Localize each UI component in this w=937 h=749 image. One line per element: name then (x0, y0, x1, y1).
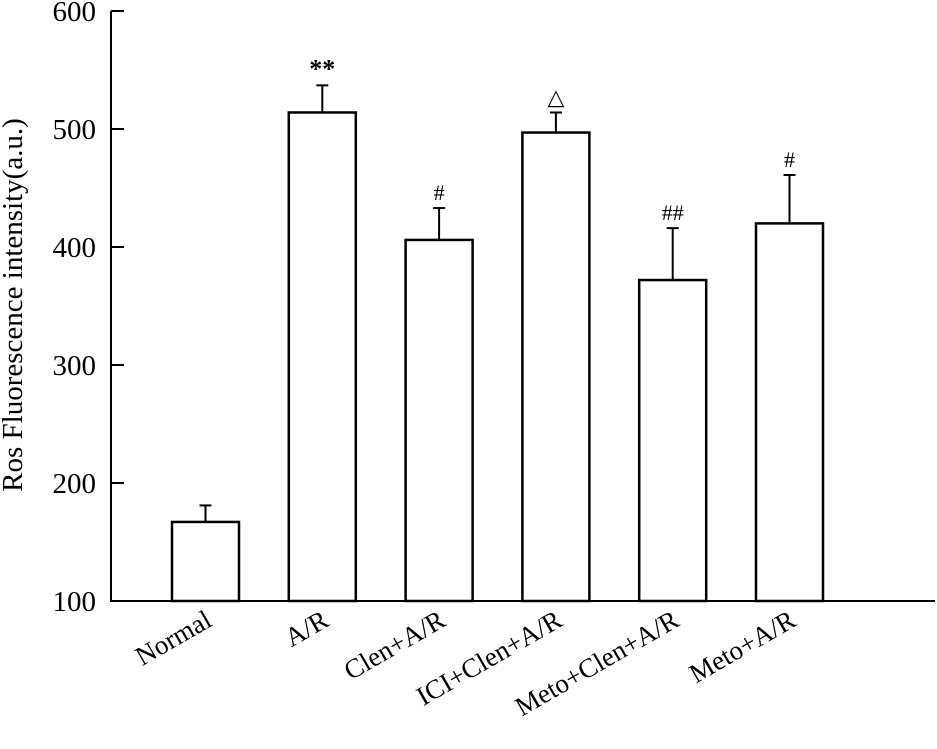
significance-marker: # (784, 147, 795, 172)
bar (754, 222, 825, 603)
y-tick-label: 200 (53, 468, 97, 500)
bar (404, 238, 474, 603)
significance-marker: ## (662, 200, 684, 225)
significance-marker: ** (309, 54, 335, 83)
category-label: A/R (279, 604, 333, 652)
y-tick-label: 100 (53, 586, 97, 618)
y-axis-label: Ros Fluorescence intensity(a.u.) (0, 118, 29, 492)
bar (521, 131, 591, 603)
y-tick-label: 300 (53, 350, 97, 382)
category-label: Meto+A/R (684, 604, 801, 689)
category-label: Normal (130, 604, 216, 671)
y-axis: 100 200 300 400 500 600 (53, 0, 124, 618)
bar (170, 520, 241, 603)
bars (170, 111, 825, 603)
y-tick-label: 500 (53, 114, 97, 146)
significance-marker: △ (547, 84, 564, 109)
category-labels: Normal A/R Clen+A/RICI+Clen+A/RMeto+Clen+A… (130, 604, 800, 722)
bar (287, 111, 358, 603)
y-tick-label: 600 (53, 0, 97, 28)
error-bars (199, 84, 796, 522)
significance-annotations: **#△### (309, 54, 795, 225)
significance-marker: # (434, 180, 445, 205)
bar (637, 278, 708, 603)
y-tick-label: 400 (53, 232, 97, 264)
